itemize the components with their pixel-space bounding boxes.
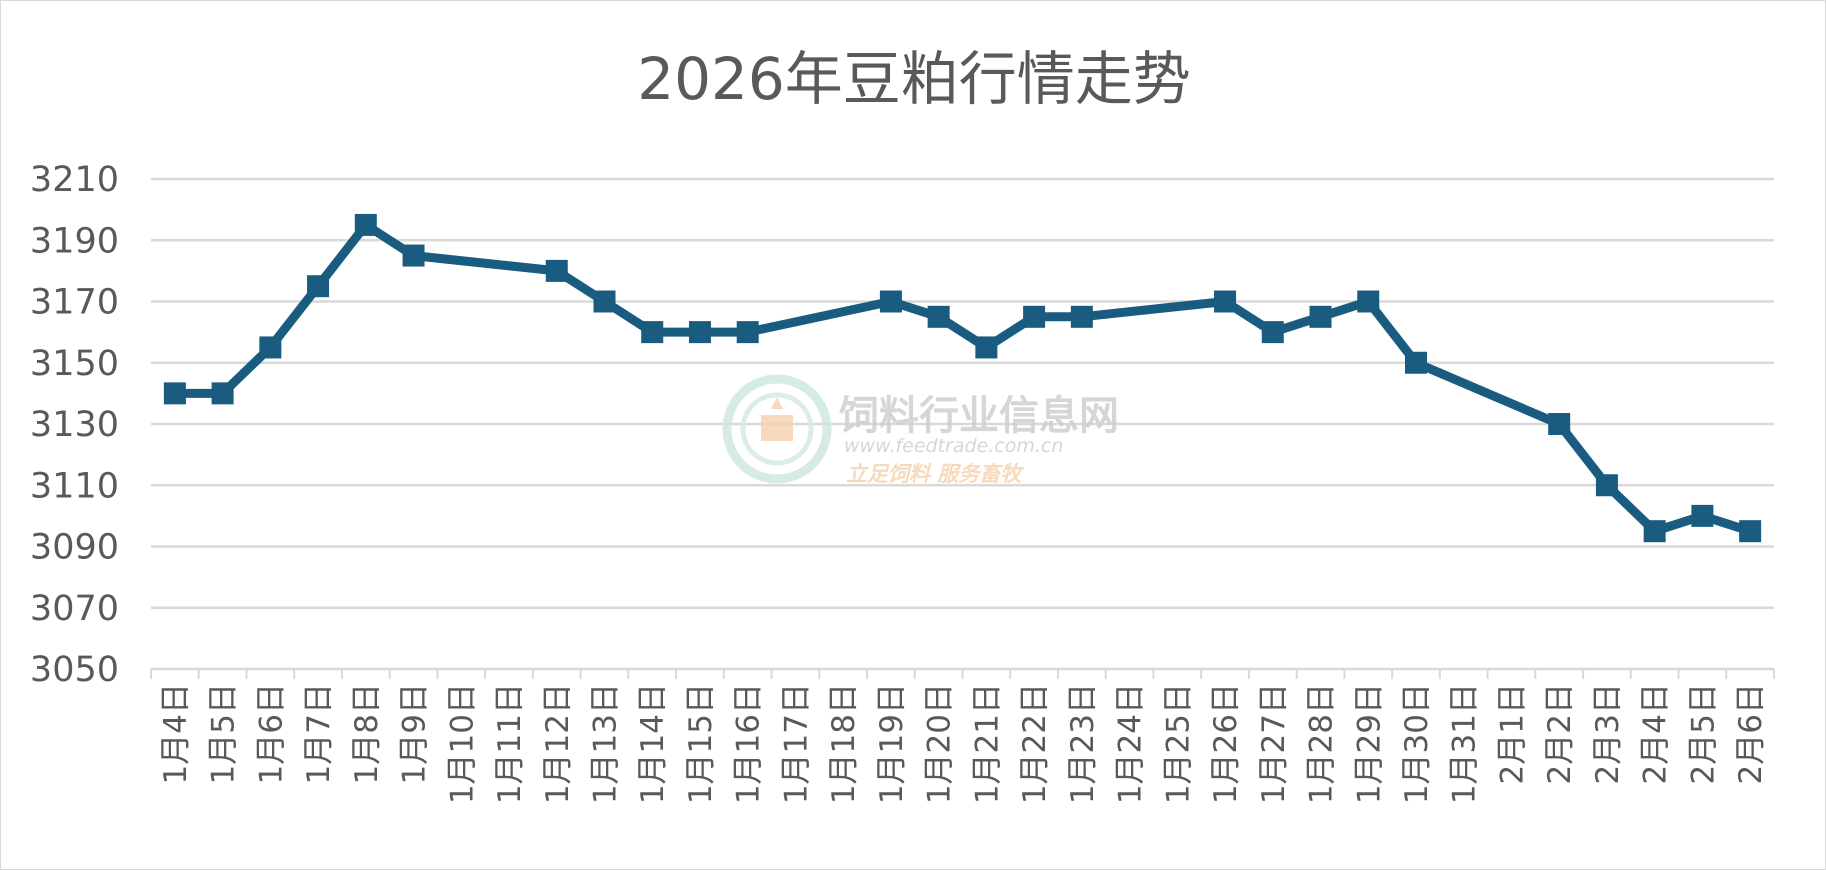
data-point-marker bbox=[1548, 413, 1571, 435]
chart-title: 2026年豆粕行情走势 bbox=[637, 45, 1191, 113]
x-tick-label: 1月15日 bbox=[683, 683, 719, 804]
y-tick-label: 3210 bbox=[30, 160, 119, 200]
data-point-marker bbox=[259, 336, 282, 359]
x-tick-label: 1月10日 bbox=[444, 683, 480, 804]
x-tick-label: 1月25日 bbox=[1160, 683, 1196, 804]
data-point-marker bbox=[1595, 474, 1618, 497]
x-tick-label: 1月7日 bbox=[301, 683, 337, 784]
watermark-url: www.feedtrade.com.cn bbox=[844, 435, 1063, 457]
y-tick-label: 3090 bbox=[30, 528, 119, 568]
data-point-marker bbox=[927, 305, 950, 328]
data-point-marker bbox=[545, 259, 568, 282]
data-point-marker bbox=[1357, 290, 1380, 313]
x-tick-label: 2月4日 bbox=[1638, 683, 1674, 784]
data-point-marker bbox=[879, 290, 902, 313]
x-tick-label: 1月14日 bbox=[635, 683, 671, 804]
data-point-marker bbox=[1214, 290, 1237, 313]
data-point-marker bbox=[211, 382, 234, 405]
data-point-marker bbox=[1261, 321, 1284, 344]
x-tick-label: 1月8日 bbox=[349, 683, 385, 784]
x-tick-label: 2月6日 bbox=[1733, 683, 1769, 784]
y-tick-label: 3050 bbox=[30, 650, 119, 690]
x-tick-label: 1月12日 bbox=[540, 683, 576, 804]
x-tick-label: 1月17日 bbox=[778, 683, 814, 804]
x-tick-label: 1月5日 bbox=[206, 683, 242, 784]
x-tick-label: 2月2日 bbox=[1542, 683, 1578, 784]
x-tick-label: 1月24日 bbox=[1113, 683, 1149, 804]
x-tick-label: 1月22日 bbox=[1017, 683, 1053, 804]
x-tick-label: 1月29日 bbox=[1351, 683, 1387, 804]
x-tick-label: 2月1日 bbox=[1494, 683, 1530, 784]
x-tick-label: 1月31日 bbox=[1447, 683, 1483, 804]
data-point-marker bbox=[736, 321, 759, 344]
x-tick-label: 1月11日 bbox=[492, 683, 528, 804]
x-tick-label: 1月13日 bbox=[587, 683, 623, 804]
data-point-marker bbox=[975, 336, 998, 359]
data-point-marker bbox=[1023, 305, 1046, 328]
y-axis-tick-labels: 3050 3070 3090 3110 3130 3150 3170 3190 3210 bbox=[30, 160, 119, 690]
data-point-marker bbox=[641, 321, 664, 344]
x-tick-label: 1月21日 bbox=[969, 683, 1005, 804]
watermark-name: 饲料行业信息网 bbox=[839, 393, 1119, 439]
data-point-marker bbox=[163, 382, 186, 405]
x-tick-label: 1月23日 bbox=[1065, 683, 1101, 804]
x-tick-label: 2月5日 bbox=[1685, 683, 1721, 784]
x-tick-label: 1月26日 bbox=[1208, 683, 1244, 804]
data-point-marker bbox=[1404, 351, 1427, 374]
y-tick-label: 3150 bbox=[30, 344, 119, 384]
series-marker-layer bbox=[163, 213, 1762, 543]
data-point-marker bbox=[402, 244, 425, 267]
data-point-marker bbox=[1070, 305, 1093, 328]
data-point-marker bbox=[1309, 305, 1332, 328]
data-point-marker bbox=[1643, 520, 1666, 543]
data-point-marker bbox=[307, 275, 330, 298]
data-point-marker bbox=[688, 321, 711, 344]
x-tick-label: 1月20日 bbox=[922, 683, 958, 804]
data-point-marker bbox=[1691, 504, 1714, 527]
y-tick-label: 3070 bbox=[30, 589, 119, 629]
x-tick-label: 1月16日 bbox=[731, 683, 767, 804]
x-tick-label: 1月18日 bbox=[826, 683, 862, 804]
x-tick-label: 1月19日 bbox=[874, 683, 910, 804]
x-tick-label: 1月4日 bbox=[158, 683, 194, 784]
x-tick-label: 1月6日 bbox=[253, 683, 289, 784]
x-axis-tick-labels: 1月4日 1月5日 1月6日 1月7日 1月8日 1月9日 1月10日 1月11日 1月12日 1… bbox=[158, 683, 1769, 804]
x-axis bbox=[150, 667, 1775, 679]
watermark: 饲料行业信息网 www.feedtrade.com.cn 立足饲料 服务畜牧 bbox=[722, 374, 1119, 486]
y-tick-label: 3110 bbox=[30, 466, 119, 506]
data-point-marker bbox=[1739, 520, 1762, 543]
y-tick-label: 3190 bbox=[30, 221, 119, 261]
x-tick-label: 1月9日 bbox=[397, 683, 433, 784]
data-point-marker bbox=[354, 213, 377, 236]
y-tick-label: 3170 bbox=[30, 283, 119, 323]
grid-lines bbox=[151, 177, 1774, 609]
y-tick-label: 3130 bbox=[30, 405, 119, 445]
data-point-marker bbox=[593, 290, 616, 313]
x-tick-label: 1月30日 bbox=[1399, 683, 1435, 804]
x-tick-label: 2月3日 bbox=[1590, 683, 1626, 784]
x-tick-label: 1月27日 bbox=[1256, 683, 1292, 804]
watermark-logo-icon bbox=[722, 374, 832, 484]
x-tick-label: 1月28日 bbox=[1304, 683, 1340, 804]
watermark-slogan: 立足饲料 服务畜牧 bbox=[846, 462, 1024, 486]
